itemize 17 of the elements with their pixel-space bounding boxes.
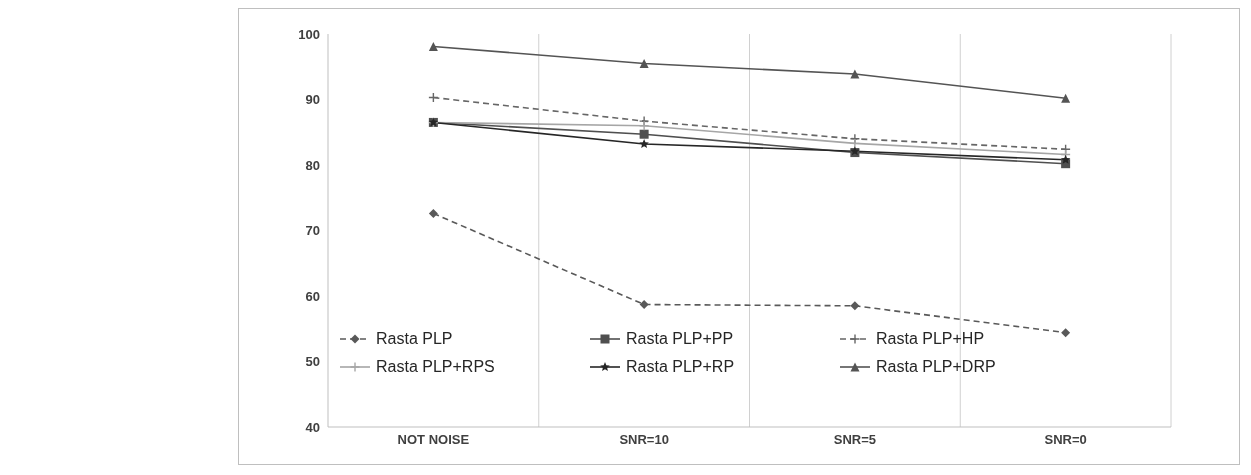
legend-label: Rasta PLP (376, 330, 453, 348)
x-tick-label: SNR=0 (1044, 432, 1087, 448)
legend-label: Rasta PLP+DRP (876, 358, 996, 376)
y-tick-label: 60 (305, 288, 320, 304)
y-tick-label: 50 (305, 354, 320, 370)
y-tick-label: 40 (305, 419, 320, 435)
x-tick-label: NOT NOISE (397, 432, 470, 448)
legend-label: Rasta PLP+RPS (376, 358, 495, 376)
legend-label: Rasta PLP+HP (876, 330, 985, 348)
legend-label: Rasta PLP+RP (626, 358, 735, 376)
y-tick-label: 100 (298, 26, 320, 42)
y-tick-label: 90 (305, 92, 320, 108)
y-tick-label: 70 (305, 223, 320, 239)
x-tick-label: SNR=5 (833, 432, 877, 448)
legend-label: Rasta PLP+PP (626, 330, 734, 348)
y-tick-label: 80 (305, 157, 320, 173)
x-tick-label: SNR=10 (619, 432, 669, 448)
